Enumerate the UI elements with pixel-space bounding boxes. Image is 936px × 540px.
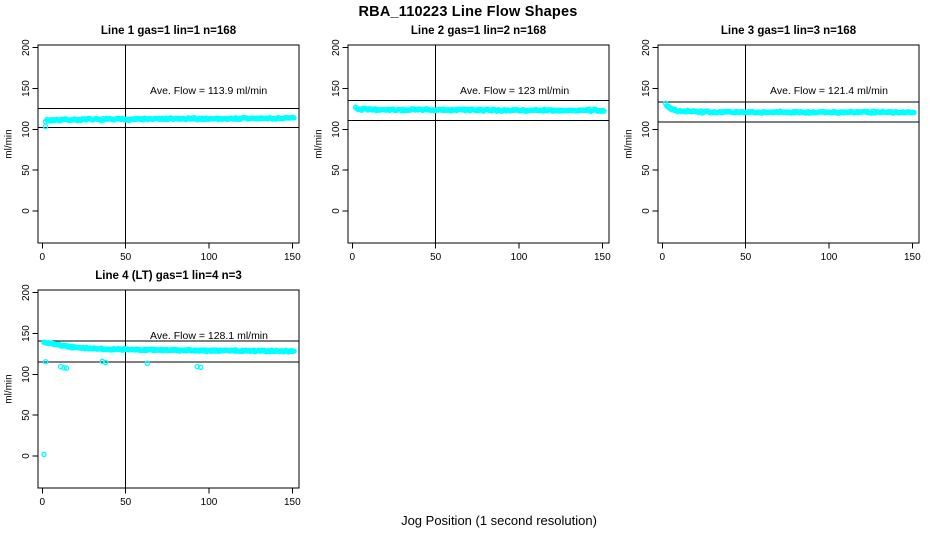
x-axis-title: Jog Position (1 second resolution) — [401, 513, 597, 528]
subplot-title: Line 3 gas=1 lin=3 n=168 — [720, 25, 857, 37]
subplot-title: Line 4 (LT) gas=1 lin=4 n=3 — [95, 270, 242, 282]
svg-text:0: 0 — [21, 453, 32, 459]
svg-text:50: 50 — [430, 252, 442, 263]
svg-text:50: 50 — [641, 164, 652, 176]
svg-text:50: 50 — [21, 409, 32, 421]
svg-text:150: 150 — [641, 80, 652, 97]
svg-text:50: 50 — [740, 252, 752, 263]
svg-text:100: 100 — [641, 121, 652, 138]
svg-text:150: 150 — [21, 325, 32, 342]
svg-text:150: 150 — [331, 80, 342, 97]
svg-text:0: 0 — [21, 208, 32, 214]
svg-text:150: 150 — [284, 252, 301, 263]
svg-text:200: 200 — [641, 39, 652, 56]
svg-text:100: 100 — [331, 121, 342, 138]
svg-text:50: 50 — [120, 252, 132, 263]
ave-flow-annotation: Ave. Flow = 113.9 ml/min — [150, 85, 268, 97]
svg-text:50: 50 — [120, 497, 132, 508]
subplot-line-4: Line 4 (LT) gas=1 lin=4 n=3 Ave. Flow = … — [0, 265, 312, 515]
svg-text:100: 100 — [511, 252, 528, 263]
svg-text:50: 50 — [331, 164, 342, 176]
plot-canvas-line-1: 0 50 100 150 200 0 50 100 150 — [21, 39, 301, 263]
svg-text:150: 150 — [284, 497, 301, 508]
subplot-line-3: Line 3 gas=1 lin=3 n=168 Ave. Flow = 121… — [620, 20, 932, 270]
svg-text:200: 200 — [21, 284, 32, 301]
subplot-title: Line 2 gas=1 lin=2 n=168 — [410, 25, 547, 37]
subplot-title: Line 1 gas=1 lin=1 n=168 — [100, 25, 237, 37]
plot-canvas-line-4: 0 50 100 150 200 0 50 100 150 — [21, 284, 301, 508]
plot-canvas-line-2: 0 50 100 150 200 0 50 100 150 — [331, 39, 611, 263]
svg-text:50: 50 — [21, 164, 32, 176]
svg-text:100: 100 — [821, 252, 838, 263]
svg-text:100: 100 — [21, 121, 32, 138]
svg-text:150: 150 — [594, 252, 611, 263]
svg-text:200: 200 — [21, 39, 32, 56]
svg-text:0: 0 — [641, 208, 652, 214]
svg-text:0: 0 — [40, 252, 46, 263]
svg-text:0: 0 — [331, 208, 342, 214]
plot-canvas-line-3: 0 50 100 150 200 0 50 100 150 — [641, 39, 921, 263]
svg-text:0: 0 — [350, 252, 356, 263]
figure-title: RBA_110223 Line Flow Shapes — [358, 4, 578, 20]
subplot-line-2: Line 2 gas=1 lin=2 n=168 Ave. Flow = 123… — [310, 20, 622, 270]
ave-flow-annotation: Ave. Flow = 121.4 ml/min — [770, 85, 888, 97]
svg-text:200: 200 — [331, 39, 342, 56]
svg-text:0: 0 — [40, 497, 46, 508]
ave-flow-annotation: Ave. Flow = 128.1 ml/min — [150, 330, 268, 342]
svg-text:0: 0 — [660, 252, 666, 263]
svg-text:100: 100 — [21, 366, 32, 383]
svg-text:150: 150 — [21, 80, 32, 97]
svg-text:100: 100 — [201, 497, 218, 508]
svg-text:100: 100 — [201, 252, 218, 263]
subplot-line-1: Line 1 gas=1 lin=1 n=168 Ave. Flow = 113… — [0, 20, 312, 270]
svg-text:150: 150 — [904, 252, 921, 263]
ave-flow-annotation: Ave. Flow = 123 ml/min — [460, 85, 570, 97]
